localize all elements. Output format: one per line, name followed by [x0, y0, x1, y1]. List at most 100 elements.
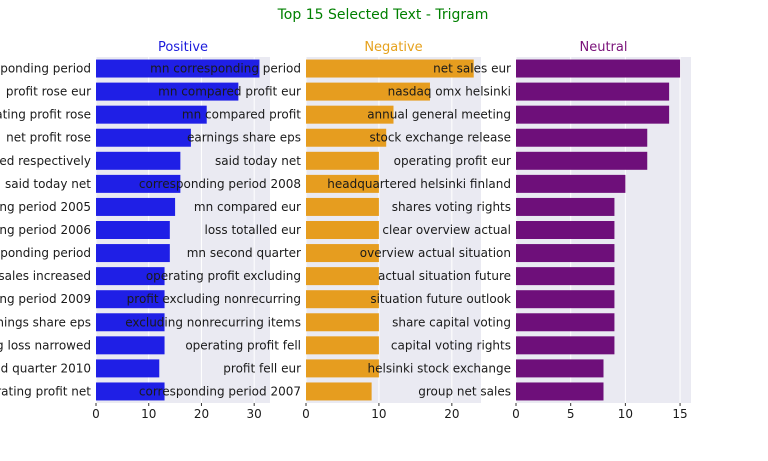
- negative-category-label: mn compared profit: [182, 108, 301, 122]
- negative-bar: [306, 105, 394, 124]
- negative-bar: [306, 290, 379, 309]
- negative-bar: [306, 82, 430, 101]
- positive-bar: [96, 359, 160, 378]
- neutral-category-label: headquartered helsinki finland: [327, 177, 511, 191]
- negative-category-label: loss totalled eur: [204, 223, 301, 237]
- neutral-bar: [516, 313, 615, 332]
- negative-bar: [306, 336, 379, 355]
- negative-category-label: excluding nonrecurring items: [125, 315, 301, 329]
- negative-bar: [306, 382, 372, 401]
- negative-category-label: mn second quarter: [187, 246, 301, 260]
- neutral-bar: [516, 151, 648, 170]
- positive-tick-label: 0: [92, 407, 100, 421]
- negative-category-label: mn corresponding period: [150, 62, 301, 76]
- negative-category-label: profit excluding nonrecurring: [127, 292, 301, 306]
- positive-bar: [96, 174, 181, 193]
- neutral-bar: [516, 267, 615, 286]
- positive-tick-label: 20: [194, 407, 209, 421]
- neutral-bar: [516, 128, 648, 147]
- positive-category-label: mn corresponding period: [0, 246, 91, 260]
- negative-category-label: profit fell eur: [223, 361, 301, 375]
- negative-category-label: earnings share eps: [187, 131, 301, 145]
- neutral-bar: [516, 290, 615, 309]
- neutral-category-label: annual general meeting: [367, 108, 511, 122]
- negative-panel-title: Negative: [364, 40, 422, 55]
- neutral-category-label: clear overview actual: [382, 223, 511, 237]
- positive-bar: [96, 82, 239, 101]
- negative-bar: [306, 197, 379, 216]
- neutral-tick-label: 10: [618, 407, 633, 421]
- neutral-bar: [516, 197, 615, 216]
- negative-panel: Negative mn corresponding period mn compar…: [125, 40, 481, 421]
- positive-category-label: corresponding period 2009: [0, 292, 91, 306]
- negative-bar: [306, 174, 379, 193]
- neutral-bar: [516, 59, 681, 78]
- neutral-category-label: overview actual situation: [360, 246, 511, 260]
- neutral-bar: [516, 105, 670, 124]
- neutral-tick-label: 0: [512, 407, 520, 421]
- neutral-category-label: share capital voting: [392, 315, 511, 329]
- positive-category-label: net sales increased: [0, 269, 91, 283]
- neutral-tick-label: 5: [567, 407, 575, 421]
- positive-category-label: corresponding period 2006: [0, 223, 91, 237]
- positive-category-label: operating loss narrowed: [0, 338, 91, 352]
- neutral-category-label: shares voting rights: [392, 200, 511, 214]
- negative-category-label: corresponding period 2007: [139, 384, 301, 398]
- neutral-category-label: group net sales: [418, 384, 511, 398]
- neutral-tick-label: 15: [672, 407, 687, 421]
- positive-bar: [96, 313, 165, 332]
- negative-tick-label: 0: [302, 407, 310, 421]
- positive-category-label: second quarter 2010: [0, 361, 91, 375]
- positive-panel-title: Positive: [158, 40, 208, 55]
- positive-category-label: mn corresponding period: [0, 62, 91, 76]
- positive-bar: [96, 59, 260, 78]
- panels-group: Positive mn corresponding period profit ro…: [0, 40, 691, 421]
- positive-panel: Positive mn corresponding period profit ro…: [0, 40, 270, 421]
- positive-category-label: operating profit rose: [0, 108, 91, 122]
- positive-category-label: eur mn compared respectively: [0, 154, 91, 168]
- neutral-bar: [516, 244, 615, 263]
- positive-category-label: corresponding period 2005: [0, 200, 91, 214]
- negative-tick-label: 10: [371, 407, 386, 421]
- negative-bar: [306, 59, 474, 78]
- negative-category-label: operating profit excluding: [146, 269, 301, 283]
- negative-bar: [306, 359, 379, 378]
- neutral-bar: [516, 174, 626, 193]
- negative-category-label: operating profit fell: [185, 338, 301, 352]
- positive-category-label: operating profit net: [0, 384, 91, 398]
- positive-bar: [96, 151, 181, 170]
- neutral-panel-title: Neutral: [580, 40, 628, 55]
- neutral-bar: [516, 359, 604, 378]
- positive-bar: [96, 382, 165, 401]
- positive-bar: [96, 221, 170, 239]
- positive-bar: [96, 128, 191, 147]
- negative-category-label: mn compared profit eur: [158, 85, 301, 99]
- neutral-category-label: capital voting rights: [391, 338, 511, 352]
- positive-bar: [96, 336, 165, 355]
- neutral-category-label: net sales eur: [433, 62, 511, 76]
- positive-bar: [96, 105, 207, 124]
- neutral-panel: Neutral net sales eur nasdaq omx helsinki a…: [327, 40, 691, 421]
- neutral-category-label: helsinki stock exchange: [368, 361, 512, 375]
- positive-bar: [96, 197, 176, 216]
- positive-category-label: net profit rose: [6, 131, 91, 145]
- positive-category-label: profit rose eur: [6, 85, 91, 99]
- neutral-category-label: actual situation future: [378, 269, 511, 283]
- positive-category-label: earnings share eps: [0, 315, 91, 329]
- positive-bar: [96, 267, 165, 286]
- negative-category-label: corresponding period 2008: [139, 177, 301, 191]
- negative-bar: [306, 221, 379, 239]
- neutral-bar: [516, 336, 615, 355]
- neutral-category-label: nasdaq omx helsinki: [388, 85, 511, 99]
- positive-category-label: said today net: [5, 177, 91, 191]
- positive-tick-label: 30: [247, 407, 262, 421]
- negative-category-label: mn compared eur: [194, 200, 301, 214]
- positive-bar: [96, 290, 165, 309]
- neutral-bar: [516, 82, 670, 101]
- negative-bar: [306, 151, 379, 170]
- negative-bar: [306, 128, 387, 147]
- chart-title: Top 15 Selected Text - Trigram: [277, 7, 489, 23]
- negative-category-label: said today net: [215, 154, 301, 168]
- negative-tick-label: 20: [444, 407, 459, 421]
